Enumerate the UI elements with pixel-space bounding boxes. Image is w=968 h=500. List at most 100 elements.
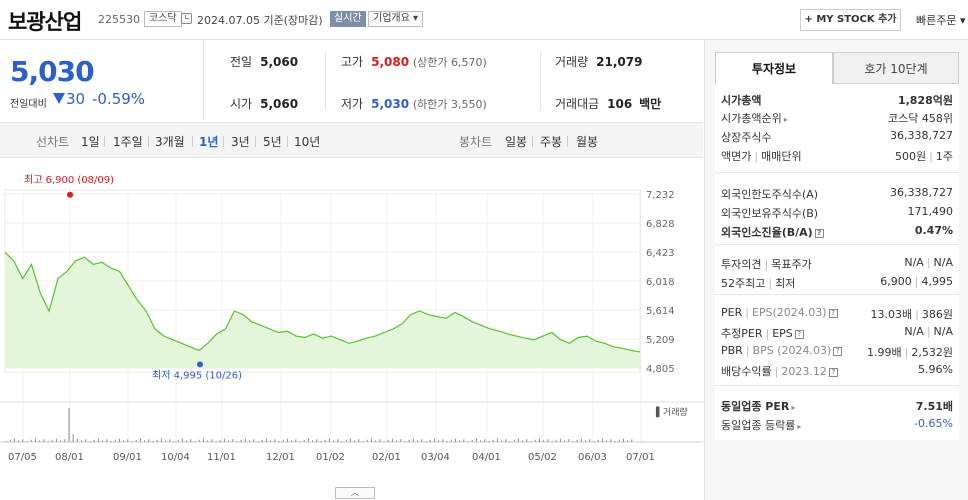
y-tick-label: 6,828 [646,219,675,230]
info-label-text: 외국인보유주식수(B) [721,207,819,220]
realtime-button[interactable]: 실시간 [330,11,366,27]
info-value: 13.03배 | 386원 [871,306,953,322]
info-value-text: N/A [904,256,924,269]
price-stats: 전일 5,060 고가 5,080 (상한가 6,570) 거래량 21,079 시가… [205,40,703,120]
info-label-text: 배당수익률 [721,365,772,378]
quick-order-dropdown[interactable]: 빠른주문 ▾ [916,14,966,27]
x-tick-label: 08/01 [55,452,84,463]
help-icon[interactable]: ? [828,367,838,377]
info-label-text: 동일업종 PER [721,400,790,413]
info-label-text: 52주최고 [721,277,766,290]
info-row: PER | EPS(2024.03)? 13.03배 | 386원 [721,306,953,324]
candle-chart-label: 봉차트 [459,135,493,149]
price-chart-svg: 7,232 6,828 6,423 6,018 5,614 5,209 4,805 07/05… [0,174,703,463]
section-divider [715,385,959,386]
stat-value: 5,080 [371,55,410,69]
separator: | [926,325,931,338]
divider [192,136,193,147]
period-1d[interactable]: 1일 [81,135,100,149]
info-value-text: 1.99배 [867,346,902,359]
arrow-right-icon[interactable]: ▸ [783,115,788,124]
info-label[interactable]: PBR | BPS (2024.03)? [721,344,843,357]
tab-investment-info[interactable]: 투자정보 [715,52,833,84]
help-icon[interactable]: ? [828,308,838,318]
info-label[interactable]: PER | EPS(2024.03)? [721,306,838,319]
period-1y[interactable]: 1년 [199,135,219,149]
help-icon[interactable]: ? [814,228,824,238]
separator: | [754,150,759,163]
change-rate: -0.59% [92,90,146,108]
help-icon[interactable]: ? [794,329,804,339]
divider [104,136,105,147]
info-label[interactable]: 동일업종 등락률 ▸ [721,417,801,433]
info-value: 7.51배 [916,398,953,414]
collapse-chevron-icon[interactable]: ︿ [335,487,375,499]
stat-label: 거래량 [555,55,589,69]
down-triangle-icon [53,93,65,104]
info-row: 동일업종 PER ▸ 7.51배 [721,398,953,416]
info-value: N/A | N/A [904,256,953,269]
arrow-right-icon[interactable]: ▸ [791,403,796,412]
info-label[interactable]: 배당수익률 | 2023.12? [721,363,838,379]
arrow-right-icon[interactable]: ▸ [797,422,802,431]
add-my-stock-button[interactable]: + MY STOCK 추가 [800,9,901,31]
x-tick-label: 01/02 [316,452,345,463]
high-annotation: 최고 6,900 (08/09) [24,174,114,186]
info-label-text: 동일업종 등락률 [721,419,796,432]
period-5y[interactable]: 5년 [263,135,282,149]
info-value-text: 6,900 [880,275,912,288]
divider [223,136,224,147]
info-row: 52주최고 | 최저 6,900 | 4,995 [721,275,953,293]
lower-limit: (하한가 3,550) [412,98,487,111]
info-value-text: 5.96% [918,363,953,376]
info-value: N/A | N/A [904,325,953,338]
stat-prev-close: 전일 5,060 [230,53,298,70]
info-value-secondary: 1주 [935,150,953,163]
info-label-secondary: 목표주가 [771,258,812,271]
info-row: 투자의견 | 목표주가 N/A | N/A [721,256,953,274]
info-label[interactable]: 추정PER | EPS? [721,325,804,341]
info-row: 외국인소진율(B/A)? 0.47% [721,224,953,242]
info-value: -0.65% [914,417,953,430]
separator: | [929,150,933,163]
candle-monthly[interactable]: 월봉 [576,135,599,149]
period-3m[interactable]: 3개월 [155,135,185,149]
info-value-secondary: 4,995 [921,275,954,288]
info-label-text: 외국인한도주식수(A) [721,188,819,201]
info-label-secondary: EPS [772,327,793,340]
info-label-secondary: 매매단위 [761,150,802,163]
period-3y[interactable]: 3년 [231,135,250,149]
info-label-text: 추정PER [721,327,763,340]
info-label[interactable]: 동일업종 PER ▸ [721,398,795,414]
stat-value: 5,030 [371,97,410,111]
info-label-secondary: BPS (2024.03) [752,344,832,357]
help-icon[interactable]: ? [833,346,843,356]
info-value: 171,490 [908,205,954,218]
info-label-secondary: 2023.12 [781,365,827,378]
x-tick-label: 09/01 [113,452,142,463]
divider [148,136,149,147]
info-value-secondary: 2,532원 [911,346,953,359]
info-label[interactable]: 외국인소진율(B/A)? [721,224,824,240]
divider [532,136,533,147]
price-area [5,252,640,368]
info-label[interactable]: 시가총액순위 ▸ [721,110,788,126]
candle-daily[interactable]: 일봉 [505,135,528,149]
divider [540,52,541,110]
separator: | [774,365,779,378]
company-overview-dropdown[interactable]: 기업개요 ▾ [368,11,423,27]
volume-label: ▌거래량 [655,406,688,418]
stock-header: 보광산업 225530 코스닥 2024.07.05 기준(장마감) 실시간 기… [0,0,968,40]
period-10y[interactable]: 10년 [294,135,321,149]
info-value-text: -0.65% [914,417,953,430]
candle-weekly[interactable]: 주봉 [540,135,563,149]
price-chart[interactable]: 7,232 6,828 6,423 6,018 5,614 5,209 4,805 07/05… [0,170,703,500]
divider [325,52,326,110]
info-label: 시가총액 [721,92,761,108]
section-divider [715,244,959,245]
stat-value: 5,060 [260,97,299,111]
info-value: 36,338,727 [890,129,953,142]
stat-label: 저가 [341,97,364,111]
tab-order-book[interactable]: 호가 10단계 [833,52,959,84]
period-1w[interactable]: 1주일 [113,135,143,149]
